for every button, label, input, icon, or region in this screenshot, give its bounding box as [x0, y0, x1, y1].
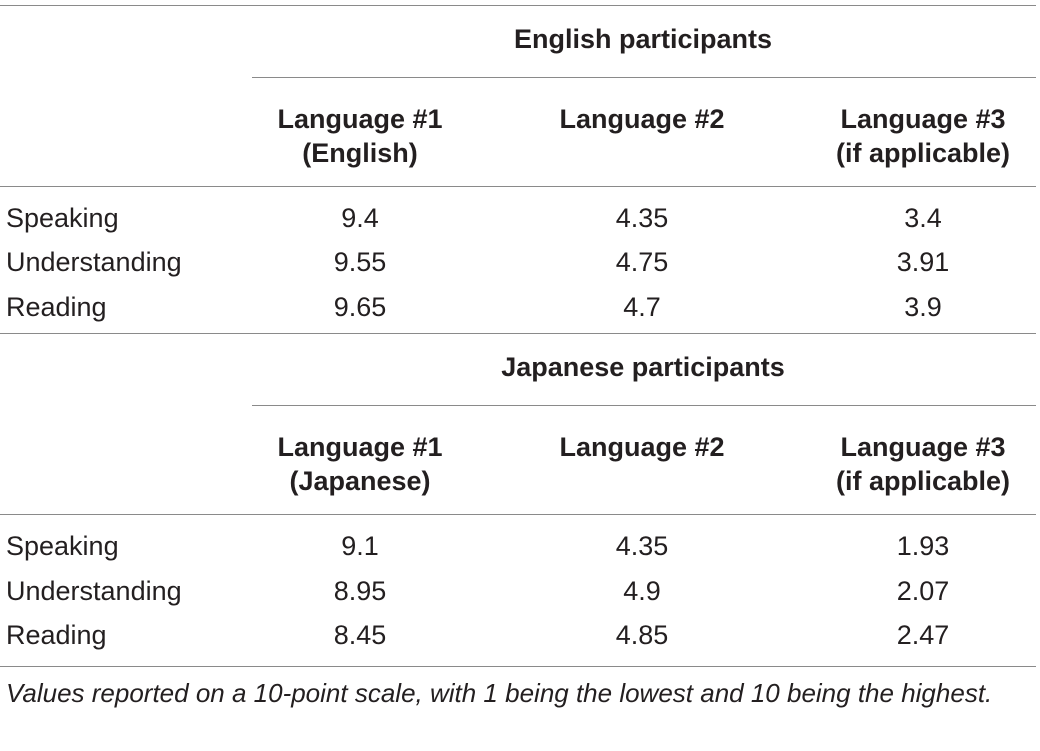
table-cell: 9.1 — [341, 531, 379, 561]
column-header-language-3: Language #3 (if applicable) — [835, 432, 1011, 496]
table-cell: 8.95 — [333, 576, 387, 606]
row-label-reading: Reading — [6, 292, 107, 322]
table-cell: 4.7 — [623, 292, 661, 322]
column-header-language-1: Language #1 (Japanese) — [277, 432, 443, 496]
column-header-language-2: Language #2 — [559, 432, 725, 462]
table-cell: 8.45 — [333, 620, 387, 650]
table-cell: 3.4 — [904, 203, 942, 233]
row-label-understanding: Understanding — [6, 576, 182, 606]
table-bottom-rule — [0, 666, 1036, 667]
row-label-reading: Reading — [6, 620, 107, 650]
row-label-speaking: Speaking — [6, 203, 119, 233]
table-cell: 4.85 — [615, 620, 669, 650]
table-cell: 4.75 — [615, 247, 669, 277]
table-top-rule — [0, 5, 1036, 6]
section-2-title-rule — [252, 405, 1036, 406]
table-cell: 3.91 — [896, 247, 950, 277]
column-header-language-1: Language #1 (English) — [277, 104, 443, 168]
section-title-english: English participants — [513, 24, 773, 54]
table-cell: 3.9 — [904, 292, 942, 322]
table-cell: 9.4 — [341, 203, 379, 233]
row-label-speaking: Speaking — [6, 531, 119, 561]
table-cell: 9.55 — [333, 247, 387, 277]
table-cell: 4.35 — [615, 203, 669, 233]
table-cell: 4.9 — [623, 576, 661, 606]
section-divider-rule — [0, 333, 1036, 334]
column-header-language-2: Language #2 — [559, 104, 725, 134]
section-2-header-rule — [0, 514, 1036, 515]
table-footnote: Values reported on a 10-point scale, wit… — [6, 678, 993, 708]
row-label-understanding: Understanding — [6, 247, 182, 277]
table-cell: 4.35 — [615, 531, 669, 561]
section-1-header-rule — [0, 186, 1036, 187]
column-header-language-3: Language #3 (if applicable) — [835, 104, 1011, 168]
section-title-japanese: Japanese participants — [501, 352, 785, 382]
section-1-title-rule — [252, 77, 1036, 78]
table-cell: 2.07 — [896, 576, 950, 606]
table-cell: 9.65 — [333, 292, 387, 322]
table-cell: 1.93 — [896, 531, 950, 561]
table-cell: 2.47 — [896, 620, 950, 650]
